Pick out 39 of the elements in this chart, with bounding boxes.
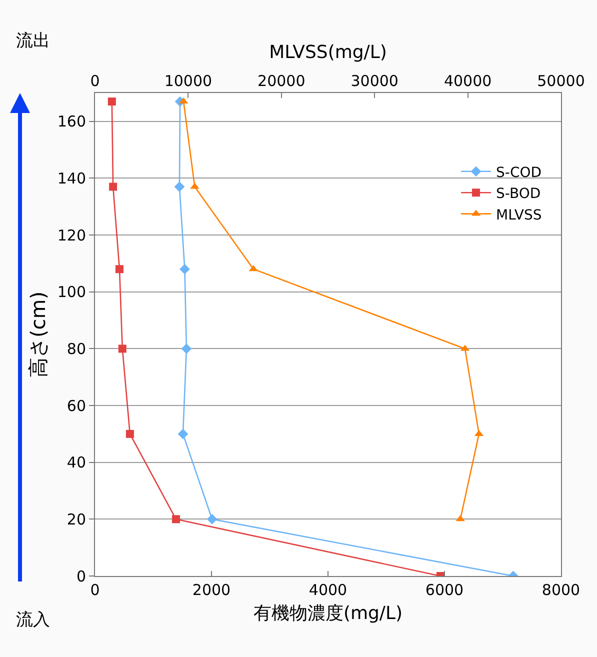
point: [109, 182, 118, 191]
x2-tick-label: 30000: [350, 72, 398, 90]
y-tick-label: 100: [57, 283, 86, 302]
point: [180, 264, 190, 274]
text: 流入: [16, 610, 50, 630]
point: [206, 514, 218, 524]
x-tick-label: 8000: [542, 581, 580, 599]
point: [126, 430, 134, 438]
x2-tick-label: 0: [90, 72, 100, 90]
x-tick-label: 6000: [425, 581, 464, 599]
point: [174, 182, 185, 192]
y-tick-label: 20: [66, 510, 86, 528]
point: [178, 428, 188, 440]
y-tick-label: 140: [57, 169, 86, 188]
legend-label: MLVSS: [496, 207, 542, 224]
y-tick-label: 0: [76, 567, 86, 586]
point: [181, 344, 192, 354]
point: [118, 344, 126, 353]
point: [108, 98, 116, 106]
point: [115, 265, 124, 274]
x-tick-label: 2000: [192, 581, 231, 599]
x2-axis-title: MLVSS(mg/L): [269, 42, 387, 64]
y-tick-label: 40: [66, 454, 86, 472]
legend-label: S-BOD: [496, 186, 541, 202]
x2-tick-label: 40000: [444, 72, 492, 90]
x2-tick-label: 50000: [537, 72, 585, 90]
x2-tick-label: 10000: [164, 72, 212, 90]
x-tick-label: 0: [90, 581, 100, 599]
point: [172, 515, 180, 524]
x-tick-label: 4000: [308, 581, 348, 599]
x-axis-title: 有機物濃度(mg/L): [253, 603, 403, 624]
y-tick-label: 60: [66, 396, 86, 415]
x2-tick-label: 20000: [258, 72, 306, 90]
y-tick-label: 160: [57, 112, 86, 131]
y-axis-title: 高さ(cm): [26, 291, 50, 378]
text: 流出: [16, 31, 50, 51]
y-tick-label: 120: [57, 226, 86, 244]
legend-label: S-COD: [496, 164, 542, 181]
y-tick-label: 80: [66, 340, 86, 358]
